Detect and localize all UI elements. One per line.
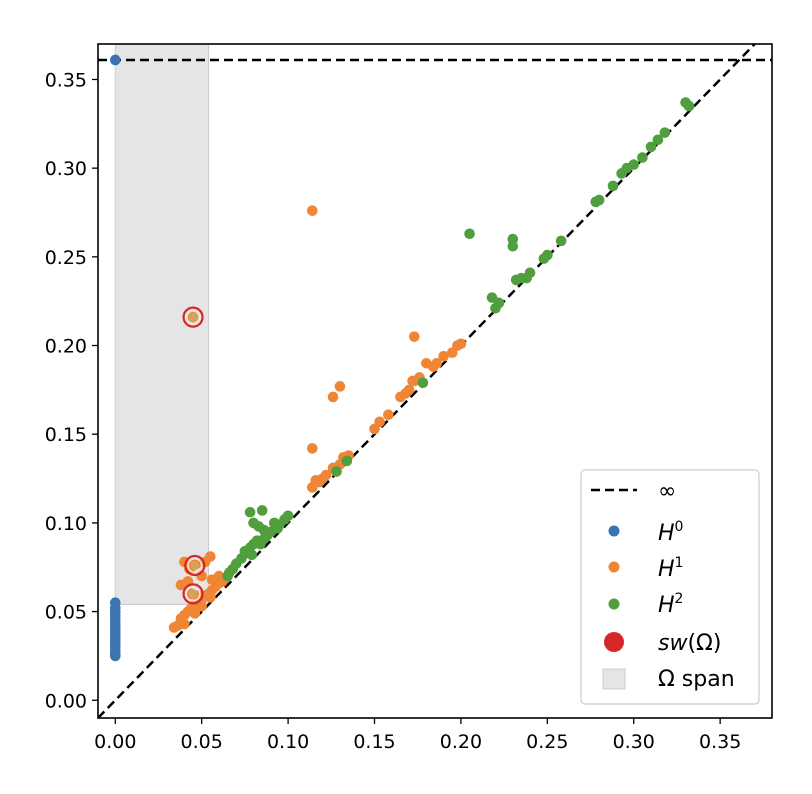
point-h1 <box>334 381 346 392</box>
y-tick-label: 0.30 <box>45 158 87 180</box>
point-h1 <box>327 391 339 403</box>
legend-span-marker <box>602 668 626 690</box>
points-layer <box>109 54 695 662</box>
point-h2 <box>637 152 648 163</box>
point-h2 <box>659 127 671 138</box>
legend-span-label: Ω span <box>658 667 735 692</box>
x-tick-label: 0.05 <box>181 731 223 753</box>
x-tick-label: 0.10 <box>267 731 309 753</box>
point-h2 <box>244 506 256 518</box>
plot-frame <box>97 43 773 719</box>
point-h2 <box>628 159 640 170</box>
x-tick-label: 0.00 <box>94 731 136 753</box>
x-tick-label: 0.25 <box>526 731 568 753</box>
point-h1 <box>168 622 180 633</box>
legend-h2-marker <box>608 598 620 610</box>
point-h2 <box>331 466 342 477</box>
point-h1 <box>408 331 420 342</box>
point-h2 <box>542 249 553 261</box>
sw-marker-inner <box>185 309 201 325</box>
legend-infinity-label: ∞ <box>658 479 676 504</box>
point-h1 <box>306 443 318 454</box>
sw-marker <box>182 583 204 605</box>
y-tick-label: 0.10 <box>45 513 87 535</box>
sw-marker-inner <box>185 586 201 602</box>
legend-sw-marker <box>604 632 624 652</box>
point-h2 <box>507 240 519 252</box>
x-tick-label: 0.20 <box>440 731 482 753</box>
point-h1 <box>306 205 318 217</box>
x-tick-label: 0.15 <box>353 731 395 753</box>
y-tick-label: 0.15 <box>45 424 87 446</box>
point-h1 <box>196 600 207 612</box>
point-h1 <box>205 551 216 562</box>
legend-h0-marker <box>608 525 620 537</box>
sw-marker-inner <box>187 557 203 574</box>
y-axis-ticks: 0.00 0.05 0.10 0.15 0.20 0.25 0.30 0.35 <box>45 69 98 712</box>
point-h1 <box>383 409 394 421</box>
point-h2 <box>645 141 657 153</box>
point-h2 <box>274 519 285 530</box>
point-h2 <box>256 505 268 516</box>
point-h1 <box>320 469 332 481</box>
x-tick-label: 0.35 <box>699 731 741 753</box>
y-tick-label: 0.25 <box>45 247 87 269</box>
point-h0 <box>109 650 121 662</box>
point-h2 <box>490 302 501 314</box>
sw-marker <box>184 554 206 577</box>
point-h2 <box>417 377 429 389</box>
point-h1 <box>179 618 190 630</box>
point-h1 <box>455 338 467 350</box>
point-h2 <box>262 530 273 541</box>
legend-h1-marker <box>608 561 620 573</box>
point-h2 <box>222 570 233 582</box>
y-tick-label: 0.00 <box>45 690 87 712</box>
x-tick-label: 0.30 <box>613 731 655 753</box>
point-h1 <box>403 384 415 396</box>
y-tick-label: 0.20 <box>45 336 87 358</box>
sw-markers-layer <box>182 306 206 605</box>
point-h2 <box>341 455 353 467</box>
point-h2 <box>464 228 475 240</box>
sw-point <box>190 560 200 570</box>
x-axis-ticks: 0.00 0.05 0.10 0.15 0.20 0.25 0.30 0.35 <box>94 718 741 753</box>
point-h2 <box>593 194 605 206</box>
point-h1 <box>189 608 201 619</box>
legend-sw-label: sw(Ω) <box>658 631 721 656</box>
point-h1 <box>431 357 443 369</box>
point-h1 <box>374 416 385 428</box>
point-h2 <box>282 510 294 522</box>
point-h1 <box>438 350 449 362</box>
point-h1 <box>175 579 187 591</box>
point-h2 <box>246 549 258 561</box>
y-tick-label: 0.35 <box>45 69 87 91</box>
legend-box <box>580 469 760 705</box>
point-h2 <box>524 267 536 279</box>
point-h1 <box>408 375 420 387</box>
point-h2 <box>683 100 695 112</box>
sw-marker <box>182 306 204 328</box>
legend: ∞ H0 H1 H2 sw(Ω) Ω span <box>580 469 760 705</box>
sw-point <box>188 589 198 599</box>
point-h2 <box>555 235 567 247</box>
point-h2 <box>607 180 619 192</box>
point-h2 <box>652 134 664 146</box>
point-h1 <box>205 592 216 603</box>
y-tick-label: 0.05 <box>45 602 87 624</box>
point-h0 <box>109 54 121 66</box>
sw-point <box>188 312 198 322</box>
